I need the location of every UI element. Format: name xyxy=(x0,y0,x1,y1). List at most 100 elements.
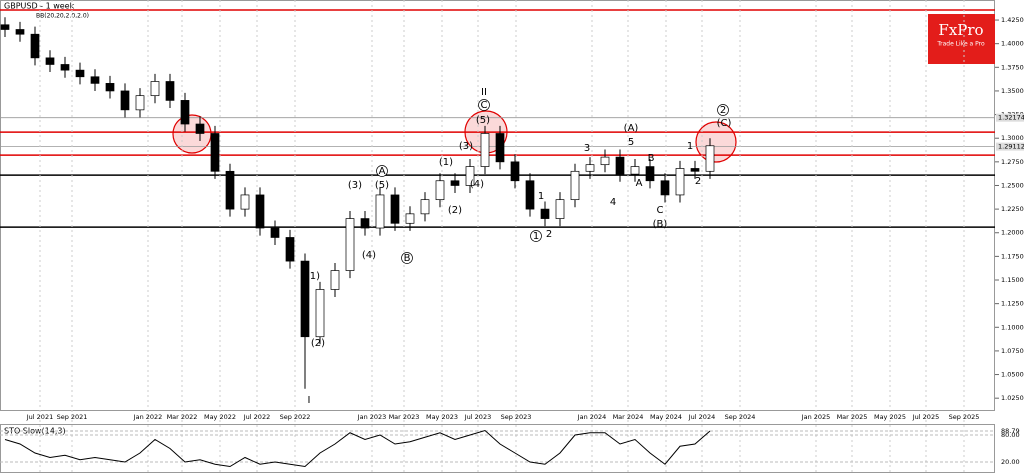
candle-body xyxy=(240,194,250,210)
candle-body xyxy=(405,213,415,224)
candle-body xyxy=(570,170,580,201)
candle-body xyxy=(225,170,235,210)
wave-label: 1 xyxy=(687,141,693,152)
level-label-bg xyxy=(996,113,1024,122)
x-tick-label: Mar 2025 xyxy=(837,413,868,421)
wave-label: II xyxy=(481,87,487,98)
wave-label: (5) xyxy=(375,180,389,191)
logo-box xyxy=(928,14,995,64)
wave-label: (1) xyxy=(439,157,453,168)
wave-label: 4 xyxy=(610,197,616,208)
annotation-circle xyxy=(376,165,388,177)
x-tick-label: May 2025 xyxy=(874,413,906,421)
candle-body xyxy=(330,270,340,290)
candle-body xyxy=(660,180,670,196)
wave-label: A xyxy=(636,178,643,189)
wave-label: 5 xyxy=(628,137,634,148)
candle-body xyxy=(210,133,220,172)
y-tick-label: 1.25000 xyxy=(1001,181,1024,189)
candle-body xyxy=(480,133,490,167)
wave-label: (C) xyxy=(717,118,732,129)
y-tick-label: 1.22500 xyxy=(1001,205,1024,213)
candle-body xyxy=(135,95,145,111)
annotation-circle xyxy=(717,104,729,116)
candle-body xyxy=(540,208,550,219)
candle-body xyxy=(120,90,130,111)
candle-body xyxy=(705,145,715,172)
x-tick-label: Jan 2025 xyxy=(801,413,831,421)
wave-label: A xyxy=(379,166,386,177)
logo: FxPro Trade Like a Pro xyxy=(928,14,995,64)
wave-label: (5) xyxy=(476,115,490,126)
candle-body xyxy=(690,168,700,172)
y-tick-label: 1.02500 xyxy=(1001,394,1024,402)
candle-body xyxy=(60,64,70,71)
y-tick-label: 1.05000 xyxy=(1001,371,1024,379)
x-tick-label: Sep 2024 xyxy=(725,413,756,421)
wave-label: (2) xyxy=(448,205,462,216)
candle-body xyxy=(0,24,10,30)
oscillator-frame xyxy=(0,424,995,473)
candle-body xyxy=(525,180,535,210)
logo-tagline: Trade Like a Pro xyxy=(936,41,985,48)
candle-body xyxy=(645,166,655,182)
x-tick-label: Jul 2023 xyxy=(464,413,491,421)
annotation-circle xyxy=(401,252,413,264)
x-tick-label: Jan 2023 xyxy=(357,413,387,421)
x-tick-label: Jul 2024 xyxy=(688,413,715,421)
y-tick-label: 1.40000 xyxy=(1001,40,1024,48)
level-label-bg xyxy=(996,142,1024,151)
y-tick-label: 1.20000 xyxy=(1001,229,1024,237)
candle-body xyxy=(180,100,190,125)
wave-label: 3 xyxy=(584,143,590,154)
osc-tick-label: 20.00 xyxy=(1001,458,1020,466)
candle-body xyxy=(390,194,400,224)
x-tick-label: Mar 2023 xyxy=(389,413,420,421)
y-tick-label: 1.35000 xyxy=(1001,87,1024,95)
wave-label: 2 xyxy=(546,229,552,240)
y-tick-label: 1.12500 xyxy=(1001,300,1024,308)
candle-body xyxy=(30,33,40,59)
candle-body xyxy=(450,180,460,186)
candle-body xyxy=(270,227,280,238)
x-tick-label: Jan 2024 xyxy=(577,413,607,421)
y-tick-label: 1.17500 xyxy=(1001,252,1024,260)
logo-text: FxPro xyxy=(938,21,983,39)
chart-title: GBPUSD - 1 week xyxy=(4,2,75,11)
oscillator-label: STO Slow(14,3) xyxy=(4,427,66,436)
wave-label: (4) xyxy=(362,250,376,261)
candle-body xyxy=(495,133,505,163)
level-label: 1.32174 xyxy=(998,114,1024,122)
wave-label: I xyxy=(308,395,311,406)
x-tick-label: Sep 2025 xyxy=(949,413,980,421)
x-tick-label: Sep 2021 xyxy=(57,413,88,421)
candle-body xyxy=(585,164,595,172)
x-tick-label: May 2024 xyxy=(650,413,682,421)
annotation-circle xyxy=(530,230,542,242)
x-tick-label: Jul 2021 xyxy=(26,413,53,421)
x-tick-label: May 2022 xyxy=(204,413,236,421)
candle-body xyxy=(165,81,175,101)
price-frame xyxy=(0,0,995,411)
y-tick-label: 1.42500 xyxy=(1001,16,1024,24)
level-label: 1.29112 xyxy=(998,143,1024,151)
candle-body xyxy=(465,166,475,186)
candle-body xyxy=(675,168,685,196)
candle-body xyxy=(255,194,265,229)
candle-body xyxy=(555,199,565,219)
wave-label: 1 xyxy=(538,191,544,202)
oscillator-line xyxy=(4,429,711,468)
osc-tick-label: 88.79 xyxy=(1001,427,1020,435)
candle-body xyxy=(345,218,355,271)
candle-body xyxy=(375,194,385,229)
candle-body xyxy=(510,161,520,182)
y-tick-label: 1.15000 xyxy=(1001,276,1024,284)
candle-body xyxy=(75,69,85,78)
wave-label: (2) xyxy=(311,338,325,349)
wave-label: (A) xyxy=(624,123,639,134)
wave-label: (3) xyxy=(459,141,473,152)
circle xyxy=(172,114,212,154)
candle-body xyxy=(150,81,160,97)
candle-body xyxy=(45,57,55,65)
wave-label: (1) xyxy=(306,271,320,282)
